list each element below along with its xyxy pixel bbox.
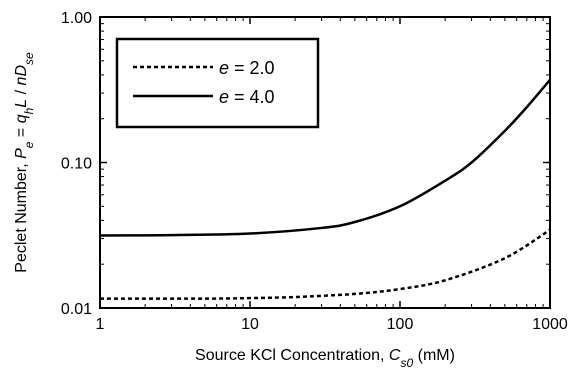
legend: e = 2.0 e = 4.0 — [115, 37, 320, 129]
y-tick-label: 0.01 — [61, 301, 92, 318]
x-tick-label: 1000 — [532, 316, 568, 333]
x-tick-label: 10 — [241, 316, 259, 333]
x-axis-label: Source KCl Concentration, Cs0 (mM) — [195, 347, 455, 370]
x-tick-label: 100 — [387, 316, 414, 333]
legend-label-1: e = 4.0 — [219, 87, 275, 107]
legend-box — [115, 37, 320, 129]
series-group — [99, 79, 551, 300]
ticks-group: 1 10 100 1000 0.01 0.10 1.00 — [61, 10, 568, 333]
x-tick-label: 1 — [96, 316, 105, 333]
series-line-1 — [99, 79, 551, 237]
y-tick-label: 0.10 — [61, 156, 92, 173]
series-line-0 — [99, 228, 551, 300]
legend-label-0: e = 2.0 — [219, 58, 275, 78]
y-axis-label: Peclet Number, Pe = qhL / nDse — [13, 52, 36, 273]
y-tick-label: 1.00 — [61, 10, 92, 27]
